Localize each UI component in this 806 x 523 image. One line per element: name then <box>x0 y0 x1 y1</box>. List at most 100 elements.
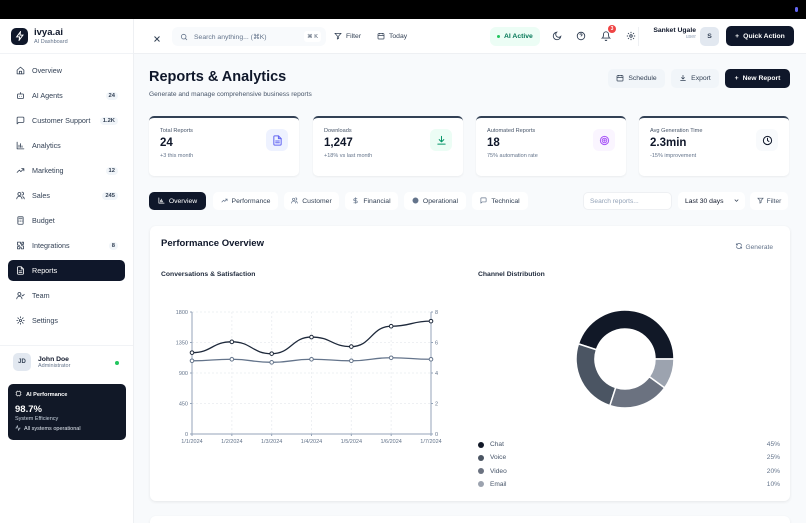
svg-text:0: 0 <box>435 432 438 438</box>
file-text-icon <box>266 129 288 151</box>
close-icon[interactable] <box>152 31 162 42</box>
performance-overview-panel: Performance Overview Generate Conversati… <box>150 226 790 501</box>
svg-text:4: 4 <box>435 371 438 377</box>
sidebar-item-integrations[interactable]: Integrations 8 <box>8 235 125 256</box>
status-dot <box>795 7 798 12</box>
tab-customer[interactable]: Customer <box>284 192 339 210</box>
svg-text:1800: 1800 <box>176 310 188 316</box>
tab-performance[interactable]: Performance <box>213 192 278 210</box>
sidebar-item-marketing[interactable]: Marketing 12 <box>8 160 125 181</box>
shortcut-hint: ⌘ K <box>304 31 321 42</box>
gear-icon[interactable] <box>625 30 636 41</box>
status-dot <box>497 35 500 38</box>
sidebar: ivya.ai AI Dashboard Overview AI Agents 2… <box>0 19 134 523</box>
brand[interactable]: ivya.ai AI Dashboard <box>0 19 133 54</box>
moon-icon[interactable] <box>551 30 562 41</box>
target-icon <box>593 129 615 151</box>
stat-label: Total Reports <box>160 128 193 134</box>
gear-icon <box>15 316 25 326</box>
legend-label: Voice <box>490 454 507 462</box>
date-range-select[interactable]: Last 30 days <box>678 192 745 210</box>
divider <box>0 345 133 346</box>
stat-card-avg-generation-time: Avg Generation Time 2.3min -15% improvem… <box>639 116 789 176</box>
sidebar-item-sales[interactable]: Sales 245 <box>8 185 125 206</box>
today-label: Today <box>389 33 408 40</box>
count-badge: 1.2K <box>99 116 118 125</box>
filter-button[interactable]: Filter <box>334 27 361 46</box>
plus-icon: + <box>734 75 739 82</box>
bot-icon <box>15 91 25 101</box>
sidebar-item-overview[interactable]: Overview <box>8 60 125 81</box>
line-chart-title: Conversations & Satisfaction <box>161 271 256 278</box>
download-icon <box>679 74 687 84</box>
search-input[interactable]: Search anything... (⌘K) <box>194 33 267 41</box>
svg-text:8: 8 <box>435 310 438 316</box>
page-subtitle: Generate and manage comprehensive busine… <box>149 91 312 98</box>
report-search-input[interactable]: Search reports... <box>583 192 672 210</box>
bell-icon[interactable]: 3 <box>600 25 616 41</box>
legend-item-voice: Voice 25% <box>478 454 780 461</box>
schedule-button[interactable]: Schedule <box>608 69 665 88</box>
global-search[interactable]: Search anything... (⌘K) ⌘ K <box>172 27 326 46</box>
user-name: John Doe <box>38 355 69 363</box>
sidebar-item-ai-agents[interactable]: AI Agents 24 <box>8 85 125 106</box>
user-check-icon <box>15 291 25 301</box>
sidebar-item-settings[interactable]: Settings <box>8 310 125 331</box>
svg-text:2: 2 <box>435 402 438 408</box>
perf-title: AI Performance <box>26 391 68 398</box>
perf-value: 98.7% <box>15 404 42 415</box>
generate-button[interactable]: Generate <box>735 242 774 252</box>
app: ivya.ai AI Dashboard Overview AI Agents 2… <box>0 19 806 523</box>
donut-chart-title: Channel Distribution <box>478 271 545 278</box>
report-filter-button[interactable]: Filter <box>750 192 788 210</box>
top-header: Search anything... (⌘K) ⌘ K Filter Today… <box>134 19 806 54</box>
file-text-icon <box>15 266 25 276</box>
svg-text:0: 0 <box>185 432 188 438</box>
calendar-icon <box>616 74 624 84</box>
stat-label: Avg Generation Time <box>650 128 703 134</box>
stat-card-total-reports: Total Reports 24 +3 this month <box>149 116 299 176</box>
sidebar-item-budget[interactable]: Budget <box>8 210 125 231</box>
stat-label: Automated Reports <box>487 128 536 134</box>
sidebar-item-analytics[interactable]: Analytics <box>8 135 125 156</box>
calculator-icon <box>15 216 25 226</box>
sidebar-item-reports[interactable]: Reports <box>8 260 125 281</box>
schedule-label: Schedule <box>628 75 657 82</box>
quick-action-button[interactable]: + Quick Action <box>726 26 794 46</box>
message-square-icon <box>15 116 25 126</box>
brand-subtitle: AI Dashboard <box>34 38 68 45</box>
sidebar-item-team[interactable]: Team <box>8 285 125 306</box>
stat-change: +3 this month <box>160 153 194 159</box>
tab-technical[interactable]: Technical <box>472 192 528 210</box>
puzzle-icon <box>15 241 25 251</box>
user-profile[interactable]: JD John Doe Administrator <box>13 353 123 371</box>
donut-chart <box>575 309 675 409</box>
tab-overview[interactable]: Overview <box>149 192 206 210</box>
tab-operational[interactable]: Operational <box>404 192 466 210</box>
clock-icon <box>756 129 778 151</box>
stat-value: 18 <box>487 137 500 149</box>
generate-label: Generate <box>745 243 774 251</box>
header-user-name: Sanket Ugale <box>653 27 696 34</box>
ai-status-label: AI Active <box>504 33 533 40</box>
online-indicator <box>115 361 119 365</box>
svg-text:1/4/2024: 1/4/2024 <box>301 439 322 445</box>
perf-label: System Efficiency <box>15 416 59 422</box>
header-user[interactable]: Sanket Ugale user <box>646 27 696 40</box>
avatar[interactable]: S <box>700 27 719 46</box>
legend-value: 45% <box>766 441 780 448</box>
ai-status-badge: AI Active <box>490 27 540 46</box>
help-icon[interactable] <box>575 30 586 41</box>
new-report-button[interactable]: + New Report <box>725 69 790 88</box>
today-button[interactable]: Today <box>377 27 407 46</box>
trending-up-icon <box>15 166 25 176</box>
notification-badge: 3 <box>608 25 616 33</box>
line-chart: 0 450 900 1350 1800 0 2 4 6 8 1/1/2024 1/2/2024 1/3/… <box>176 310 442 445</box>
legend-label: Video <box>490 467 507 475</box>
sidebar-item-customer-support[interactable]: Customer Support 1.2K <box>8 110 125 131</box>
export-button[interactable]: Export <box>671 69 719 88</box>
tab-financial[interactable]: Financial <box>345 192 398 210</box>
svg-text:1/3/2024: 1/3/2024 <box>261 439 282 445</box>
sidebar-nav: Overview AI Agents 24 Customer Support 1.2… <box>0 54 133 331</box>
avatar: JD <box>13 353 31 371</box>
